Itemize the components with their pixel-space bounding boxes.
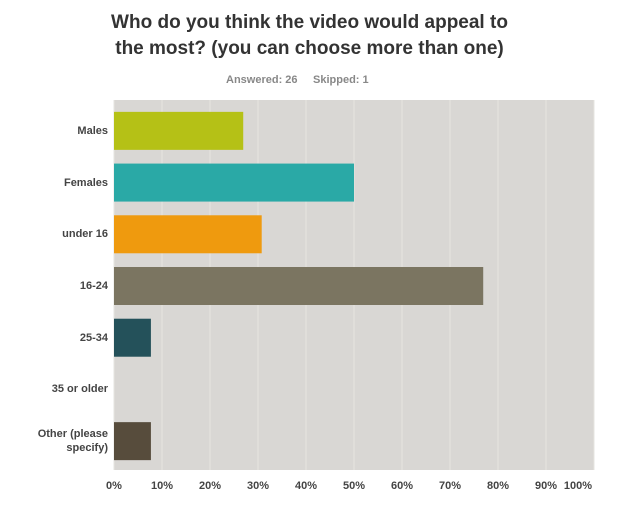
x-tick-label: 40% bbox=[294, 480, 318, 492]
category-label: 25-34 bbox=[79, 331, 108, 344]
bar bbox=[114, 318, 151, 357]
category-label: Females bbox=[63, 176, 108, 189]
bar bbox=[114, 215, 262, 254]
x-tick-label: 50% bbox=[342, 480, 366, 492]
category-label: under 16 bbox=[62, 228, 108, 241]
bar bbox=[114, 267, 484, 305]
bar bbox=[114, 111, 244, 150]
x-tick-label: 70% bbox=[438, 480, 462, 492]
chart-title: Who do you think the video would appeal … bbox=[111, 12, 508, 33]
bar bbox=[114, 422, 151, 461]
x-tick-label: 60% bbox=[390, 480, 414, 492]
x-tick-label: 90% bbox=[534, 480, 558, 492]
x-tick-label: 30% bbox=[246, 480, 270, 492]
skipped: Skipped: 1 bbox=[313, 74, 369, 86]
x-tick-label: 10% bbox=[150, 480, 174, 492]
answered: Answered: 26 bbox=[226, 74, 298, 86]
category-label: 35 or older bbox=[51, 383, 108, 396]
chart-title: the most? (you can choose more than one) bbox=[115, 38, 504, 59]
x-tick-label: 20% bbox=[198, 480, 222, 492]
category-label: Males bbox=[77, 124, 108, 137]
x-tick-label: 100% bbox=[563, 480, 593, 492]
category-label: Other (please specify) bbox=[37, 428, 108, 455]
category-label: 16-24 bbox=[79, 280, 108, 292]
bar bbox=[114, 163, 354, 202]
x-tick-label: 0% bbox=[106, 480, 122, 492]
x-tick-label: 80% bbox=[486, 480, 510, 492]
